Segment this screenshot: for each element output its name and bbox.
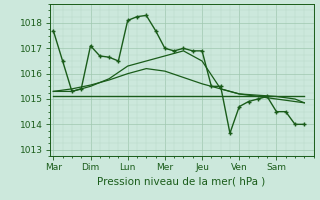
X-axis label: Pression niveau de la mer( hPa ): Pression niveau de la mer( hPa ) xyxy=(98,176,266,186)
